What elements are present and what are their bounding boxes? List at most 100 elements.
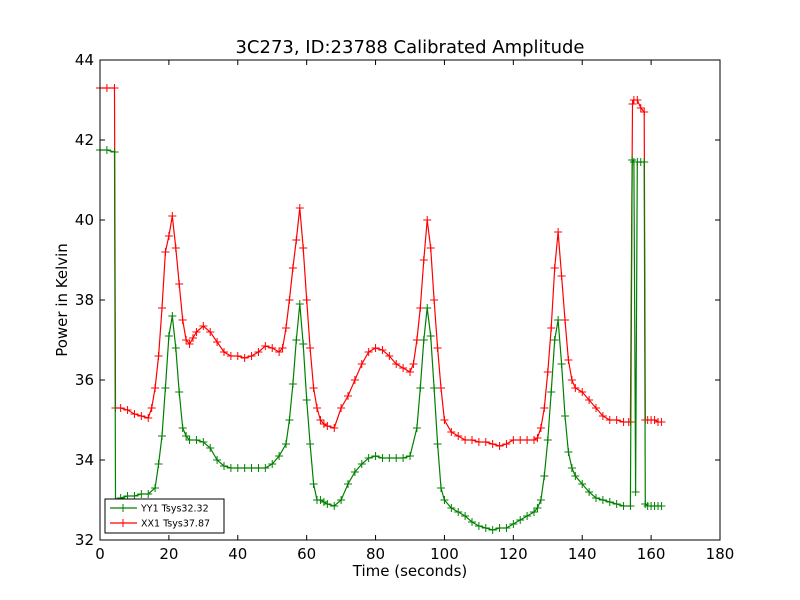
data-point: [406, 452, 414, 460]
data-point: [550, 264, 559, 272]
data-point: [564, 356, 573, 364]
data-point: [295, 300, 304, 308]
data-point: [447, 428, 456, 436]
data-point: [631, 488, 640, 496]
data-point: [220, 462, 228, 470]
data-point: [533, 434, 542, 442]
data-point: [557, 360, 566, 368]
data-point: [481, 524, 490, 532]
data-point: [592, 494, 600, 502]
data-point: [392, 454, 401, 462]
data-point: [454, 432, 463, 440]
legend-label: YY1 Tsys32.32: [140, 504, 209, 515]
data-point: [337, 404, 346, 412]
data-point: [240, 354, 249, 362]
data-point: [567, 376, 576, 384]
data-point: [454, 508, 463, 516]
data-point: [598, 496, 607, 504]
data-point: [461, 436, 470, 444]
data-point: [550, 336, 559, 344]
data-point: [268, 344, 277, 352]
data-point: [533, 504, 542, 512]
data-point: [323, 500, 332, 508]
data-point: [302, 396, 311, 404]
data-point: [481, 438, 490, 446]
data-point: [337, 496, 346, 504]
data-point: [650, 416, 659, 424]
data-point: [220, 348, 228, 356]
data-point: [254, 348, 263, 356]
data-point: [199, 322, 208, 330]
x-tick-label: 60: [297, 545, 316, 563]
data-point: [168, 212, 177, 220]
data-point: [530, 508, 538, 516]
x-tick-label: 20: [159, 545, 178, 563]
data-point: [640, 158, 649, 166]
data-point: [171, 244, 180, 252]
data-point: [628, 100, 637, 108]
data-point: [495, 442, 504, 450]
data-point: [440, 416, 449, 424]
data-point: [523, 512, 532, 520]
data-point: [282, 324, 290, 332]
data-point: [633, 96, 642, 104]
data-point: [628, 156, 637, 164]
data-point: [547, 324, 556, 332]
legend-label: XX1 Tsys37.87: [141, 519, 210, 530]
data-point: [330, 502, 339, 510]
data-point: [247, 352, 256, 360]
data-point: [178, 316, 187, 324]
data-point: [192, 328, 201, 336]
legend: YY1 Tsys32.32 XX1 Tsys37.87: [104, 498, 225, 534]
data-point: [578, 480, 587, 488]
data-point: [158, 304, 166, 312]
data-point: [161, 248, 170, 256]
data-point: [530, 436, 538, 444]
data-point: [213, 338, 222, 346]
data-point: [409, 360, 418, 368]
data-point: [564, 448, 573, 456]
data-point: [316, 496, 325, 504]
data-point: [447, 504, 456, 512]
data-point: [261, 464, 270, 472]
data-point: [502, 524, 511, 532]
data-point: [536, 496, 545, 504]
data-point: [292, 236, 301, 244]
data-point: [144, 414, 153, 422]
data-point: [495, 524, 504, 532]
data-point: [357, 460, 366, 468]
y-tick-label: 40: [75, 211, 94, 229]
plot-frame: [99, 59, 721, 541]
data-point: [561, 412, 569, 420]
data-point: [350, 376, 359, 384]
data-point: [636, 104, 645, 112]
y-tick-label: 42: [75, 131, 94, 149]
data-point: [233, 352, 242, 360]
data-point: [158, 432, 166, 440]
data-point: [378, 346, 387, 354]
data-point: [554, 316, 563, 324]
data-point: [619, 502, 628, 510]
data-point: [561, 316, 569, 324]
data-point: [137, 490, 146, 498]
data-point: [319, 420, 328, 428]
data-point: [657, 418, 666, 426]
data-point: [254, 464, 263, 472]
data-point: [116, 404, 125, 412]
data-point: [275, 348, 284, 356]
data-point: [213, 456, 222, 464]
data-point: [357, 360, 366, 368]
data-point: [502, 440, 511, 448]
data-point: [592, 404, 600, 412]
data-point: [578, 388, 587, 396]
data-point: [543, 368, 552, 376]
data-point: [488, 440, 497, 448]
data-point: [168, 312, 177, 320]
data-point: [278, 344, 287, 352]
x-tick-label: 0: [95, 545, 105, 563]
data-point: [426, 332, 435, 340]
data-point: [185, 340, 194, 348]
data-point: [182, 432, 191, 440]
y-tick-label: 34: [75, 451, 94, 469]
